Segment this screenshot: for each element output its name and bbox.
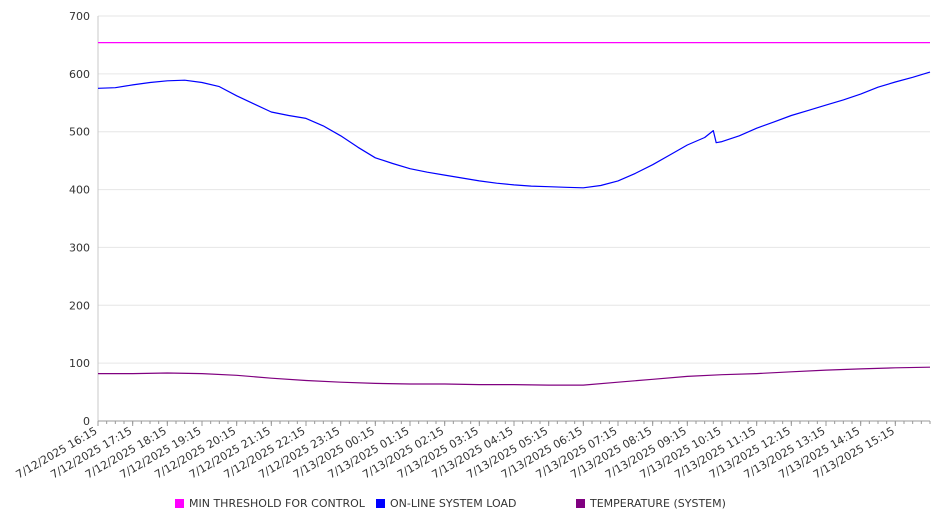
legend-swatch	[175, 499, 184, 508]
y-tick-label: 100	[69, 357, 90, 370]
legend-item: TEMPERATURE (SYSTEM)	[576, 497, 726, 510]
legend-swatch	[376, 499, 385, 508]
legend-label: ON-LINE SYSTEM LOAD	[390, 497, 517, 510]
x-axis: 7/12/2025 16:157/12/2025 17:157/12/2025 …	[14, 420, 931, 481]
legend-item: MIN THRESHOLD FOR CONTROL	[175, 497, 365, 510]
y-tick-label: 500	[69, 126, 90, 139]
series-line-3	[98, 366, 931, 386]
y-tick-label: 0	[83, 415, 90, 428]
chart-grid	[98, 15, 930, 364]
chart-legend: MIN THRESHOLD FOR CONTROL ON-LINE SYSTEM …	[0, 497, 946, 515]
y-tick-label: 600	[69, 68, 90, 81]
plot-area	[97, 42, 931, 386]
legend-item: ON-LINE SYSTEM LOAD	[376, 497, 516, 510]
y-axis: 0 100 200 300 400 500 600 700	[69, 10, 99, 428]
y-tick-label: 400	[69, 184, 90, 197]
y-tick-label: 700	[69, 10, 90, 23]
y-tick-label: 200	[69, 299, 90, 312]
legend-label: MIN THRESHOLD FOR CONTROL	[189, 497, 365, 510]
series-line-2	[97, 71, 931, 189]
y-tick-label: 300	[69, 241, 90, 254]
legend-swatch	[576, 499, 585, 508]
legend-label: TEMPERATURE (SYSTEM)	[590, 497, 726, 510]
